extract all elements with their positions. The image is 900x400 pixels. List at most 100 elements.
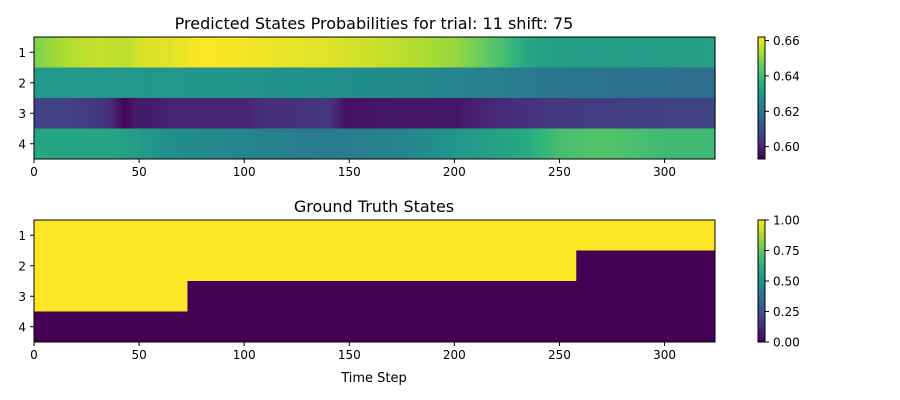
state-2-cell bbox=[347, 67, 350, 99]
state-4-cell bbox=[111, 128, 115, 160]
state-4-cell bbox=[174, 128, 178, 160]
predicted-plot-frame bbox=[33, 36, 716, 160]
state-3-cell bbox=[242, 98, 245, 129]
state-3-cell bbox=[214, 98, 218, 129]
state-2-cell bbox=[443, 67, 447, 99]
state-1-cell bbox=[641, 37, 645, 68]
state-4-cell bbox=[643, 128, 647, 160]
state-3-cell bbox=[246, 98, 249, 129]
state-3-cell bbox=[422, 98, 426, 129]
state-4-cell bbox=[277, 128, 281, 160]
state-4-cell bbox=[126, 128, 130, 160]
state-1-cell bbox=[429, 37, 432, 68]
state-1-cell bbox=[294, 37, 298, 68]
state-1-cell bbox=[563, 37, 567, 68]
state-1-cell bbox=[639, 37, 643, 68]
state-3-cell bbox=[445, 98, 449, 129]
state-3-cell bbox=[454, 98, 458, 129]
state-1-cell bbox=[349, 37, 352, 68]
state-2-cell bbox=[641, 67, 645, 99]
state-3-cell bbox=[542, 98, 546, 129]
state-1-cell bbox=[523, 37, 527, 68]
state-4-cell bbox=[395, 128, 399, 160]
state-1-cell bbox=[94, 37, 98, 68]
state-1-cell bbox=[216, 37, 220, 68]
state-2-cell bbox=[174, 67, 178, 99]
state-1-cell bbox=[683, 37, 687, 68]
state-2-cell bbox=[500, 67, 504, 99]
state-4-cell bbox=[355, 128, 359, 160]
state-1-cell bbox=[172, 37, 176, 68]
state-3-cell bbox=[435, 98, 439, 129]
state-3-cell bbox=[248, 98, 252, 129]
state-3-cell bbox=[46, 98, 50, 129]
state-1-cell bbox=[67, 37, 71, 68]
state-1-cell bbox=[387, 37, 390, 68]
state-1-cell bbox=[464, 37, 468, 68]
state-3-cell bbox=[633, 98, 636, 129]
state-2-cell bbox=[645, 67, 649, 99]
state-3-cell bbox=[57, 98, 60, 129]
state-3-cell bbox=[691, 98, 695, 129]
state-1-cell bbox=[187, 37, 191, 68]
state-4-cell bbox=[84, 128, 88, 160]
state-2-cell bbox=[78, 67, 81, 99]
state-3-cell bbox=[275, 98, 279, 129]
state-1-cell bbox=[363, 37, 367, 68]
state-2-cell bbox=[252, 67, 256, 99]
state-2-cell bbox=[55, 67, 58, 99]
state-2-cell bbox=[614, 67, 617, 99]
state-2-cell bbox=[309, 67, 313, 99]
state-4-cell bbox=[200, 128, 203, 160]
state-1-cell bbox=[519, 37, 523, 68]
state-3-cell bbox=[635, 98, 638, 129]
state-3-cell bbox=[187, 98, 191, 129]
state-3-cell bbox=[263, 98, 266, 129]
state-1-cell bbox=[303, 37, 306, 68]
state-3-cell bbox=[593, 98, 596, 129]
state-4-cell bbox=[712, 128, 716, 160]
state-4-cell bbox=[52, 128, 56, 160]
state-3-cell bbox=[637, 98, 640, 129]
state-4-cell bbox=[706, 128, 710, 160]
state-4-cell bbox=[588, 128, 592, 160]
state-1-cell bbox=[246, 37, 249, 68]
state-4-cell bbox=[155, 128, 159, 160]
state-2-cell bbox=[34, 67, 37, 99]
state-2-cell bbox=[708, 67, 712, 99]
state-1-cell bbox=[145, 37, 149, 68]
state-1-cell bbox=[603, 37, 607, 68]
state-1-cell bbox=[208, 37, 212, 68]
state-3-cell bbox=[511, 98, 514, 129]
state-1-cell bbox=[527, 37, 531, 68]
state-3-cell bbox=[427, 98, 430, 129]
state-2-cell bbox=[239, 67, 243, 99]
state-1-cell bbox=[130, 37, 134, 68]
state-2-cell bbox=[546, 67, 550, 99]
state-4-cell bbox=[309, 128, 313, 160]
state-4-cell bbox=[429, 128, 432, 160]
state-1-cell bbox=[296, 37, 300, 68]
state-1-cell bbox=[513, 37, 516, 68]
state-1-cell bbox=[380, 37, 384, 68]
state-2-cell bbox=[359, 67, 363, 99]
state-1-cell bbox=[622, 37, 626, 68]
state-3-cell bbox=[147, 98, 151, 129]
state-2-cell bbox=[305, 67, 308, 99]
state-1-cell bbox=[319, 37, 323, 68]
state-3-cell bbox=[218, 98, 222, 129]
state-1-cell bbox=[609, 37, 613, 68]
state-3-cell bbox=[519, 98, 523, 129]
state-1-cell bbox=[534, 37, 537, 68]
state-2-cell bbox=[273, 67, 277, 99]
state-3-cell bbox=[433, 98, 437, 129]
state-1-segment-0 bbox=[34, 220, 716, 251]
state-3-segment-0 bbox=[34, 281, 188, 312]
state-2-cell bbox=[332, 67, 336, 99]
state-1-cell bbox=[582, 37, 586, 68]
state-2-cell bbox=[418, 67, 422, 99]
state-1-cell bbox=[422, 37, 426, 68]
state-4-cell bbox=[183, 128, 186, 160]
state-4-cell bbox=[506, 128, 510, 160]
state-1-cell bbox=[450, 37, 453, 68]
